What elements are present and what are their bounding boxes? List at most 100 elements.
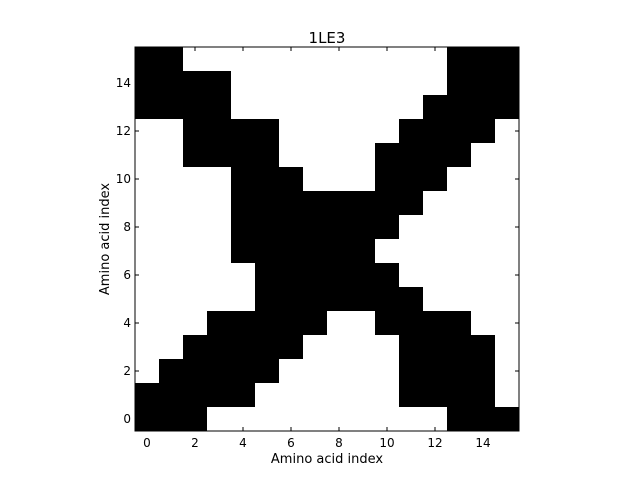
heatmap-cell	[231, 215, 256, 240]
heatmap-cell	[375, 143, 400, 168]
heatmap-cell	[255, 95, 280, 120]
heatmap-cell	[351, 47, 376, 72]
heatmap-cell	[447, 71, 472, 96]
heatmap-cell	[183, 167, 208, 192]
heatmap-cell	[351, 311, 376, 336]
heatmap-cell	[231, 167, 256, 192]
heatmap-cell	[279, 119, 304, 144]
heatmap-cell	[375, 359, 400, 384]
heatmap-cell	[327, 335, 352, 360]
heatmap-cell	[327, 47, 352, 72]
heatmap-cell	[447, 383, 472, 408]
heatmap-cell	[255, 407, 280, 432]
heatmap-cell	[447, 287, 472, 312]
heatmap-cell	[423, 263, 448, 288]
heatmap-cell	[135, 167, 160, 192]
heatmap-cell	[423, 359, 448, 384]
heatmap-cell	[255, 239, 280, 264]
heatmap-cell	[399, 167, 424, 192]
heatmap-cell	[279, 263, 304, 288]
heatmap-cell	[399, 239, 424, 264]
heatmap-cell	[159, 311, 184, 336]
heatmap-cell	[255, 119, 280, 144]
x-tick-label: 6	[287, 436, 295, 450]
heatmap-cell	[279, 335, 304, 360]
heatmap-cell	[207, 167, 232, 192]
heatmap-cell	[303, 167, 328, 192]
heatmap-cell	[231, 95, 256, 120]
heatmap-cell	[207, 407, 232, 432]
heatmap-cell	[471, 335, 496, 360]
heatmap-cell	[159, 407, 184, 432]
heatmap-cell	[351, 359, 376, 384]
heatmap-cell	[351, 287, 376, 312]
heatmap-cell	[207, 47, 232, 72]
heatmap-cell	[399, 215, 424, 240]
heatmap-cell	[255, 263, 280, 288]
heatmap-cell	[423, 383, 448, 408]
heatmap-cell	[207, 143, 232, 168]
heatmap-cell	[207, 215, 232, 240]
heatmap-cell	[351, 143, 376, 168]
heatmap-cell	[447, 335, 472, 360]
heatmap-cell	[351, 263, 376, 288]
heatmap-cell	[495, 287, 520, 312]
heatmap-cell	[207, 239, 232, 264]
y-tick-label: 0	[123, 412, 131, 426]
heatmap-cell	[207, 71, 232, 96]
heatmap-cell	[399, 95, 424, 120]
heatmap-cell	[255, 143, 280, 168]
heatmap-cell	[135, 383, 160, 408]
x-tick-labels: 0 2 4 6 8 10 12 14	[143, 436, 490, 450]
heatmap-cell	[375, 167, 400, 192]
heatmap-cell	[327, 71, 352, 96]
heatmap-cell	[135, 215, 160, 240]
x-tick-label: 4	[239, 436, 247, 450]
heatmap-cell	[183, 239, 208, 264]
heatmap-cell	[447, 167, 472, 192]
heatmap-cell	[159, 143, 184, 168]
heatmap-cell	[303, 215, 328, 240]
heatmap-cell	[183, 287, 208, 312]
heatmap-cell	[399, 359, 424, 384]
heatmap-cell	[231, 359, 256, 384]
heatmap-cell	[471, 71, 496, 96]
heatmap-cell	[471, 287, 496, 312]
heatmap-cell	[303, 407, 328, 432]
heatmap-cell	[303, 119, 328, 144]
y-tick-label: 10	[116, 172, 131, 186]
heatmap-cell	[351, 383, 376, 408]
heatmap-cell	[231, 191, 256, 216]
heatmap-cell	[303, 143, 328, 168]
heatmap-cell	[399, 263, 424, 288]
heatmap-cell	[423, 311, 448, 336]
heatmap-cell	[471, 383, 496, 408]
heatmap-cell	[135, 287, 160, 312]
heatmap-cell	[183, 383, 208, 408]
heatmap-cell	[303, 383, 328, 408]
heatmap-cell	[375, 263, 400, 288]
heatmap-cell	[327, 383, 352, 408]
heatmap-cell	[279, 239, 304, 264]
heatmap-cell	[183, 311, 208, 336]
heatmap-cell	[135, 47, 160, 72]
heatmap-cell	[207, 287, 232, 312]
heatmap-cell	[495, 47, 520, 72]
heatmap-cell	[279, 191, 304, 216]
heatmap-cell	[327, 239, 352, 264]
heatmap-cell	[471, 143, 496, 168]
heatmap-cell	[447, 407, 472, 432]
heatmap-cell	[231, 47, 256, 72]
heatmap-cell	[135, 311, 160, 336]
heatmap-cell	[159, 95, 184, 120]
heatmap-cell	[495, 143, 520, 168]
heatmap-cell	[375, 239, 400, 264]
x-tick-label: 2	[191, 436, 199, 450]
x-tick-label: 14	[475, 436, 490, 450]
heatmap-cell	[423, 47, 448, 72]
heatmap-cell	[423, 95, 448, 120]
heatmap-cell	[255, 167, 280, 192]
heatmap-cell	[183, 95, 208, 120]
heatmap-cell	[279, 95, 304, 120]
